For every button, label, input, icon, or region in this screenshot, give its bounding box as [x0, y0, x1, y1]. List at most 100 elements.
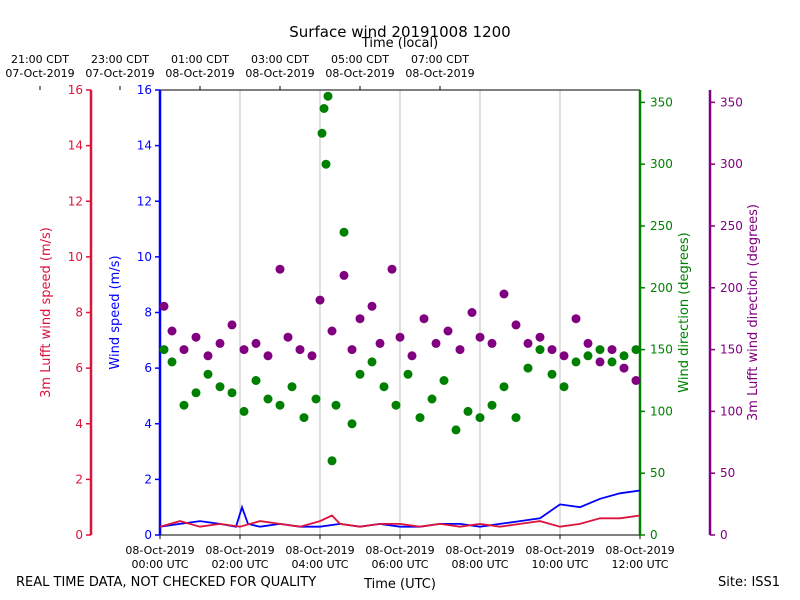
bottom-tick-time: 02:00 UTC: [211, 558, 268, 571]
lufft-dir-point: [467, 308, 477, 317]
lufft-dir-point: [251, 338, 261, 348]
wind-dir-point: [415, 413, 425, 423]
chart-title: Surface wind 20191008 1200: [289, 23, 510, 41]
bottom-tick-date: 08-Oct-2019: [605, 544, 674, 557]
bottom-tick-date: 08-Oct-2019: [125, 544, 194, 557]
bottom-tick-time: 00:00 UTC: [131, 558, 188, 571]
lufft-dir-point: [523, 338, 533, 348]
lufft-dir-point: [347, 345, 357, 355]
lufft-dir-point: [407, 351, 417, 361]
wind-dir-point: [619, 351, 629, 361]
y-tick-label: 300: [720, 157, 743, 171]
wind-dir-point: [475, 413, 485, 423]
wind-dir-point: [263, 394, 273, 404]
lufft-dir-point: [367, 301, 377, 311]
lufft-dir-point: [431, 338, 441, 348]
bottom-tick-time: 04:00 UTC: [291, 558, 348, 571]
wind-dir-point: [317, 128, 327, 138]
wind-dir-point: [179, 400, 189, 410]
wind-dir-point: [379, 382, 389, 392]
lufft-dir-point: [307, 351, 317, 361]
y-tick-label: 16: [137, 83, 152, 97]
bottom-tick-date: 08-Oct-2019: [365, 544, 434, 557]
wind-dir-point: [439, 376, 449, 385]
y-tick-label: 150: [650, 343, 673, 357]
top-tick-time: 07:00 CDT: [411, 53, 469, 66]
y-tick-label: 2: [144, 472, 152, 486]
lufft-dir-point: [191, 332, 201, 342]
wind-dir-point: [287, 382, 297, 392]
wind-dir-axis-label: Wind direction (degrees): [677, 232, 692, 392]
lufft-dir-point: [443, 326, 453, 336]
wind-dir-point: [239, 406, 249, 416]
bottom-tick-time: 08:00 UTC: [451, 558, 508, 571]
wind-dir-point: [251, 376, 261, 385]
y-tick-label: 200: [720, 281, 743, 295]
bottom-tick-time: 10:00 UTC: [531, 558, 588, 571]
wind-dir-point: [511, 413, 521, 423]
lufft-dir-point: [275, 264, 285, 274]
data-series: [159, 91, 641, 528]
top-tick-date: 08-Oct-2019: [405, 67, 474, 80]
wind-dir-point: [559, 382, 569, 392]
wind-dir-point: [355, 369, 365, 379]
wind-dir-point: [451, 425, 461, 435]
wind-dir-point: [159, 345, 169, 355]
wind-dir-point: [571, 357, 581, 367]
wind-dir-point: [391, 400, 401, 410]
lufft-dir-point: [375, 338, 385, 348]
wind-dir-point: [339, 227, 349, 237]
wind-dir-point: [319, 104, 329, 113]
lufft-dir-point: [547, 345, 557, 355]
lufft-dir-point: [239, 345, 249, 355]
y-tick-label: 250: [650, 219, 673, 233]
lufft-dir-point: [227, 320, 237, 330]
wind-dir-point: [499, 382, 509, 392]
lufft-dir-point: [419, 314, 429, 324]
bottom-tick-date: 08-Oct-2019: [205, 544, 274, 557]
lufft-dir-point: [339, 270, 349, 280]
wind-dir-point: [523, 363, 533, 373]
wind-dir-point: [331, 400, 341, 410]
top-tick-date: 08-Oct-2019: [165, 67, 234, 80]
y-tick-label: 8: [144, 306, 152, 320]
lufft-dir-point: [499, 289, 509, 299]
wind-dir-point: [463, 406, 473, 416]
y-tick-label: 300: [650, 157, 673, 171]
top-tick-date: 08-Oct-2019: [325, 67, 394, 80]
gridlines: [159, 90, 641, 535]
wind-dir-point: [547, 369, 557, 379]
lufft-dir-point: [511, 320, 521, 330]
wind-dir-point: [203, 369, 213, 379]
wind-dir-point: [311, 394, 321, 404]
wind-dir-point: [299, 413, 309, 423]
lufft-dir-axis-label: 3m Lufft wind direction (degrees): [746, 204, 761, 421]
wind-dir-point: [583, 351, 593, 361]
y-tick-label: 100: [720, 404, 743, 418]
top-axis-label: Time (local): [361, 36, 438, 51]
y-tick-label: 12: [68, 194, 83, 208]
wind-dir-point: [631, 345, 641, 355]
top-tick-time: 21:00 CDT: [11, 53, 69, 66]
wind-dir-point: [347, 419, 357, 429]
lufft-dir-point: [535, 332, 545, 342]
y-tick-label: 50: [720, 466, 735, 480]
lufft-dir-point: [475, 332, 485, 342]
top-tick-date: 08-Oct-2019: [245, 67, 314, 80]
top-tick-time: 03:00 CDT: [251, 53, 309, 66]
bottom-tick-time: 06:00 UTC: [371, 558, 428, 571]
lufft-speed-line: [159, 514, 641, 528]
lufft-dir-point: [595, 357, 605, 367]
y-tick-label: 6: [75, 361, 83, 375]
top-tick-time: 01:00 CDT: [171, 53, 229, 66]
wind-dir-point: [215, 382, 225, 392]
wind-dir-point: [427, 394, 437, 404]
bottom-tick-date: 08-Oct-2019: [445, 544, 514, 557]
lufft-dir-point: [215, 338, 225, 348]
lufft-dir-point: [387, 264, 397, 274]
y-tick-label: 350: [720, 95, 743, 109]
wind-dir-point: [535, 345, 545, 355]
wind-dir-point: [323, 91, 333, 101]
